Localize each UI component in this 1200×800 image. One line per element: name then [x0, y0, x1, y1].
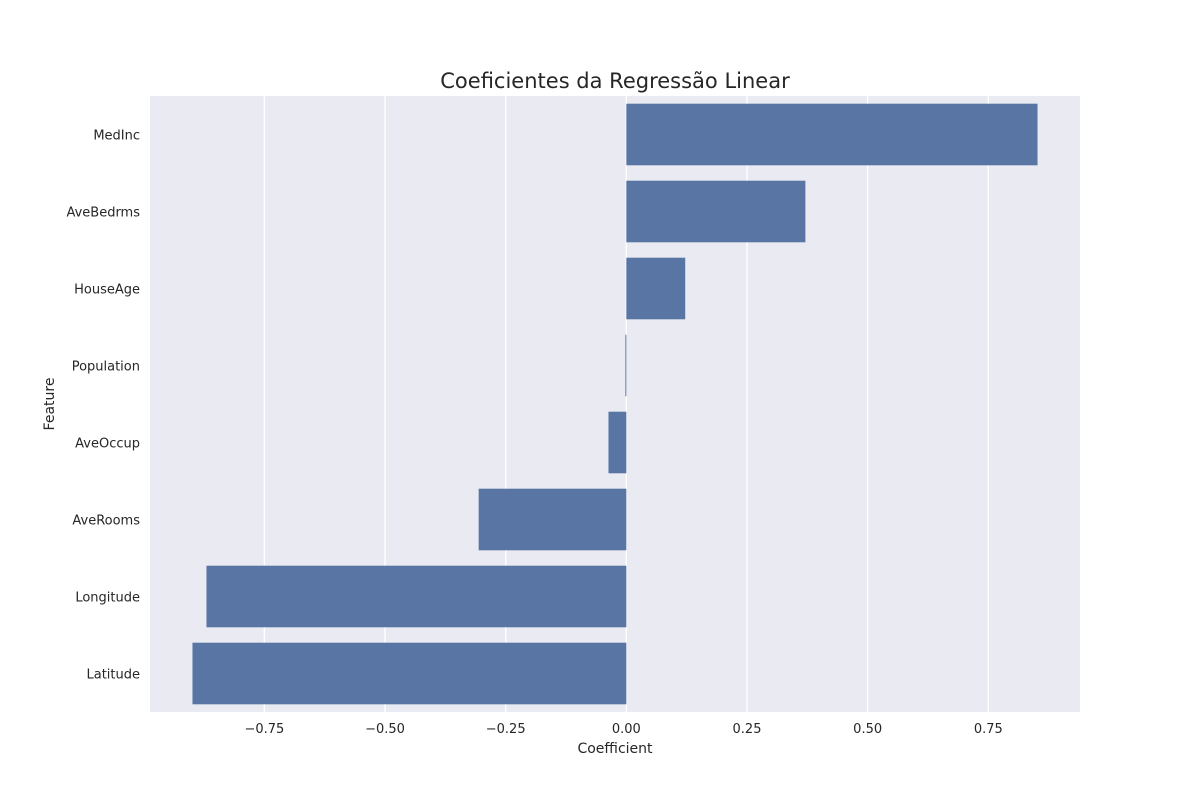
y-tick-label-avebedrms: AveBedrms [66, 206, 140, 221]
x-tick-label: 0.50 [853, 722, 882, 737]
x-tick-label: 0.75 [974, 722, 1003, 737]
y-tick-label-averooms: AveRooms [72, 514, 140, 529]
bar-avebedrms [626, 180, 806, 243]
y-tick-label-population: Population [72, 360, 140, 375]
bars [192, 103, 1038, 705]
x-tick-labels: −0.75 −0.50 −0.25 0.00 0.25 0.50 0.75 [244, 722, 1002, 737]
y-tick-label-houseage: HouseAge [74, 283, 140, 298]
bar-population [625, 334, 627, 397]
bar-houseage [626, 257, 686, 320]
y-tick-labels: MedInc AveBedrms HouseAge Population AveOccu… [66, 129, 140, 683]
y-tick-label-longitude: Longitude [75, 591, 140, 606]
x-tick-label: 0.25 [733, 722, 762, 737]
x-tick-label: 0.00 [612, 722, 641, 737]
bar-averooms [478, 488, 627, 551]
chart-title: Coeficientes da Regressão Linear [440, 69, 790, 93]
bar-longitude [206, 565, 627, 628]
y-tick-label-medinc: MedInc [93, 129, 140, 144]
y-tick-label-latitude: Latitude [86, 668, 140, 683]
y-axis-label: Feature [42, 378, 58, 431]
bar-aveoccup [608, 411, 627, 474]
x-tick-label: −0.75 [244, 722, 284, 737]
x-axis-label: Coefficient [577, 741, 653, 757]
bar-medinc [626, 103, 1038, 166]
x-tick-label: −0.25 [486, 722, 526, 737]
x-tick-label: −0.50 [365, 722, 405, 737]
y-tick-label-aveoccup: AveOccup [75, 437, 140, 452]
bar-latitude [192, 642, 627, 705]
